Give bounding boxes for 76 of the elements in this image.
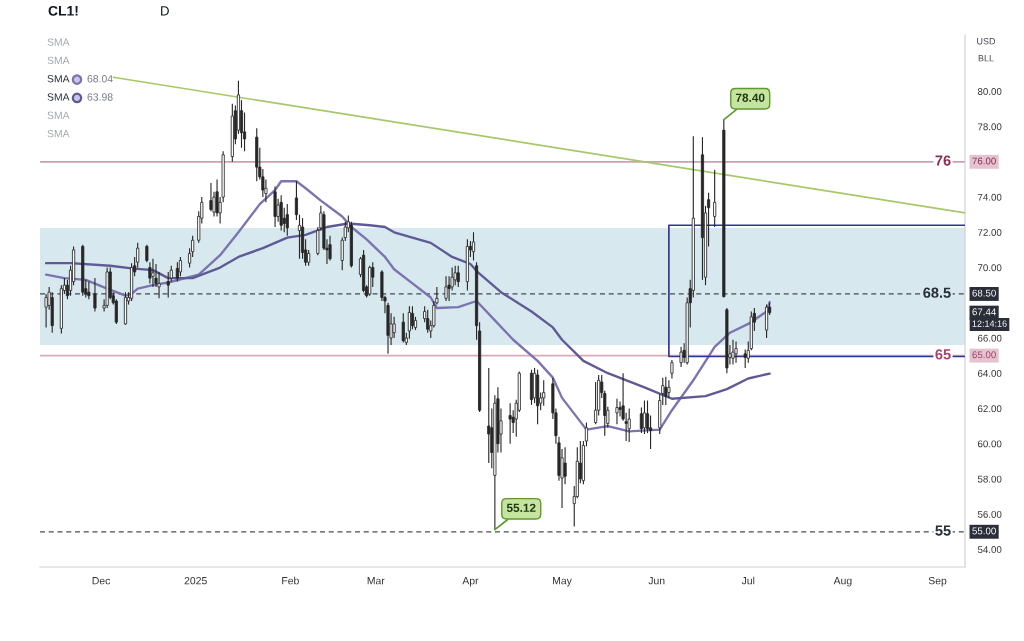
text: 55.00 — [972, 527, 996, 535]
x-tick-label: Mar — [367, 577, 385, 585]
candlestick — [542, 379, 546, 407]
text: 12:14:16 — [972, 320, 1007, 327]
candlestick — [294, 180, 298, 221]
candlestick — [487, 367, 491, 464]
candlestick — [328, 235, 332, 262]
x-tick-label: Sep — [928, 577, 947, 587]
y-tick-label: 74.00 — [978, 193, 1002, 201]
ref-line-label: 76 — [935, 155, 951, 166]
y-tick-label: 78.00 — [978, 123, 1002, 131]
x-tick-label: Dec — [92, 577, 111, 585]
x-tick-label: Feb — [282, 576, 299, 585]
y-tick-label: 56.00 — [977, 510, 1002, 518]
annotation: 68.04 — [87, 75, 113, 83]
chart-subtitle: D — [161, 6, 169, 16]
candlestick — [209, 182, 213, 212]
candlestick — [401, 312, 405, 343]
chart-title: CL1! — [48, 5, 78, 16]
candlestick — [151, 258, 155, 288]
annotation: SMA — [47, 38, 70, 46]
x-tick-label: 2025 — [184, 577, 207, 585]
candlestick — [731, 339, 735, 365]
y-tick-label: 80.00 — [977, 88, 1002, 95]
text: 67.44 — [972, 308, 996, 316]
y-tick-label: 60.00 — [977, 440, 1002, 448]
candlestick — [175, 261, 179, 283]
candlestick — [713, 169, 717, 228]
text: 76.00 — [972, 157, 996, 165]
y-tick-label: 72.00 — [978, 229, 1002, 236]
text: 65.00 — [972, 351, 996, 359]
candlestick — [670, 359, 674, 380]
text: 68.50 — [972, 289, 996, 297]
ref-line-label: 68.5 — [923, 287, 951, 298]
candlestick — [508, 402, 512, 445]
candlestick — [279, 194, 283, 232]
candlestick — [664, 376, 668, 406]
x-tick-label: Jul — [741, 576, 755, 585]
legend-label: SMA — [47, 93, 70, 101]
candlestick — [407, 305, 411, 340]
candlestick — [667, 379, 671, 399]
y-tick-label: 54.00 — [977, 546, 1002, 553]
x-tick-label: Aug — [833, 577, 852, 587]
candlestick — [615, 398, 619, 425]
candlestick — [148, 261, 152, 284]
x-tick-label: Jun — [648, 577, 665, 585]
legend-label: SMA — [47, 75, 70, 83]
text: USD — [977, 38, 996, 45]
x-tick-label: Apr — [462, 577, 479, 587]
ref-line-label: 65 — [935, 349, 951, 360]
annotation: 63.98 — [87, 93, 113, 101]
candlestick — [456, 265, 460, 288]
annotation: 78.40 — [735, 93, 765, 102]
line-series — [44, 222, 771, 400]
candlestick — [93, 277, 97, 313]
text: BLL — [978, 55, 994, 62]
y-tick-label: 66.00 — [977, 334, 1002, 342]
y-tick-label: 62.00 — [977, 405, 1002, 413]
candlestick — [679, 346, 683, 368]
candlestick — [743, 348, 747, 369]
candlestick — [642, 399, 647, 435]
ref-line-label: 55 — [935, 525, 951, 536]
candlestick — [627, 407, 631, 443]
y-tick-label: 64.00 — [977, 369, 1002, 377]
candlestick — [285, 203, 289, 237]
candlestick — [444, 275, 448, 302]
annotation: SMA — [47, 56, 70, 65]
x-tick-label: May — [553, 577, 572, 587]
candlestick — [426, 309, 430, 334]
annotation: SMA — [47, 111, 70, 119]
y-tick-label: 70.00 — [978, 264, 1002, 272]
annotation: SMA — [47, 129, 70, 138]
annotation: 55.12 — [506, 503, 536, 512]
candlestick — [734, 340, 738, 364]
y-tick-label: 58.00 — [977, 475, 1002, 483]
candlestick — [453, 265, 457, 286]
